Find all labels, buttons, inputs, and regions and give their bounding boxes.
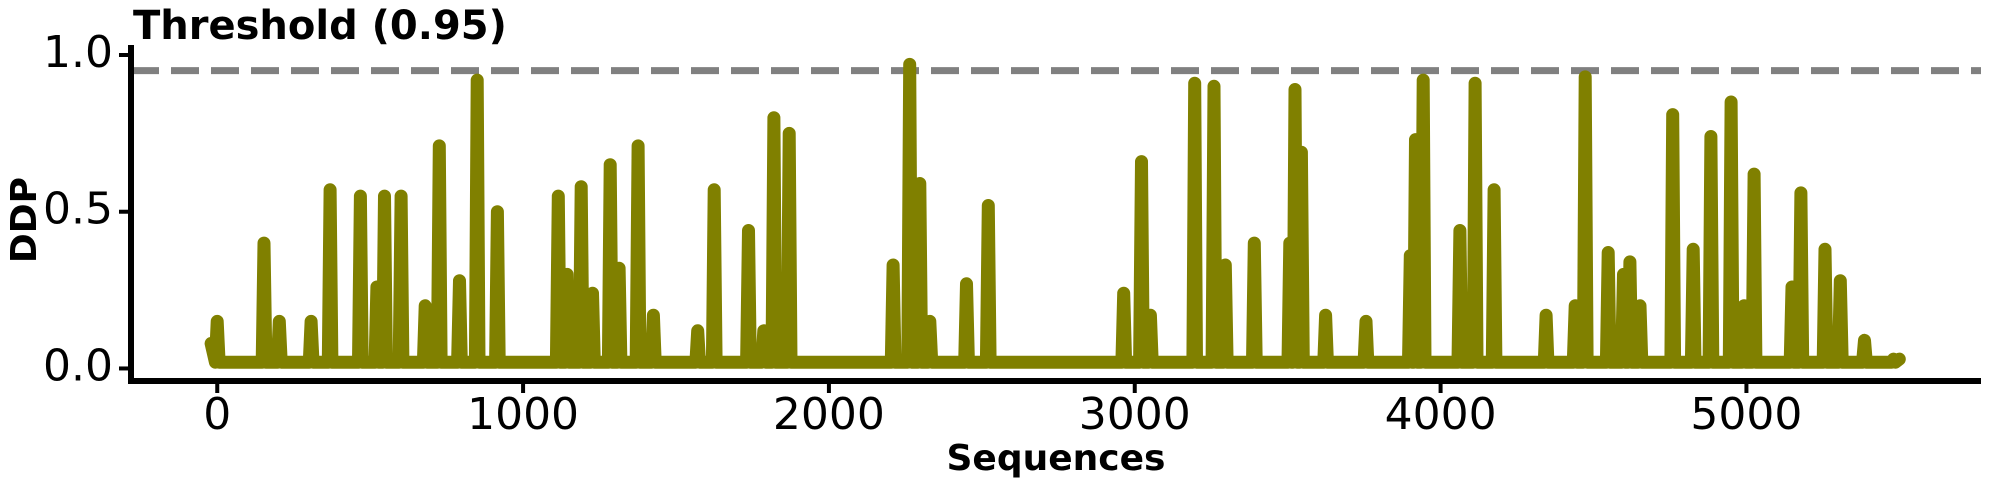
data-line (204, 57, 1906, 369)
x-tick-label: 3000 (1079, 389, 1191, 440)
x-tick-label: 2000 (773, 389, 885, 440)
y-tick-label: 0.0 (43, 340, 113, 391)
x-tick-label: 4000 (1385, 389, 1497, 440)
y-tick-label: 0.5 (43, 184, 113, 235)
y-axis-label: DDP (4, 177, 45, 263)
threshold-label: Threshold (0.95) (133, 3, 507, 49)
x-tick-label: 0 (203, 389, 231, 440)
y-tick-label: 1.0 (43, 27, 113, 78)
x-axis-label: Sequences (947, 438, 1166, 479)
x-tick-label: 1000 (467, 389, 579, 440)
x-tick-label: 5000 (1690, 389, 1802, 440)
